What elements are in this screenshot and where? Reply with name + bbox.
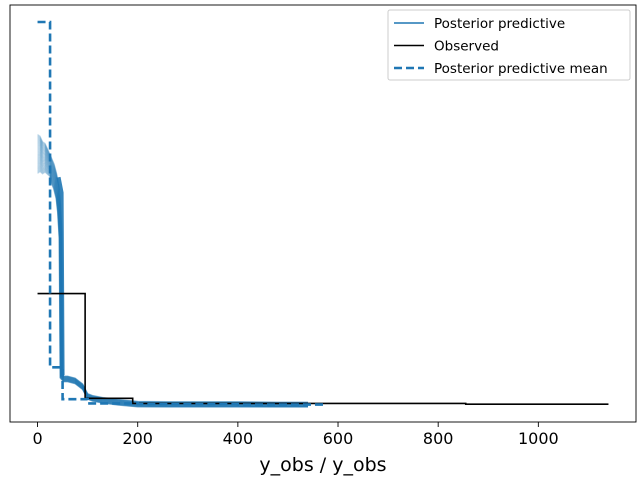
- posterior-predictive-draw: [37, 162, 308, 408]
- legend-box: [387, 9, 631, 81]
- legend-item: Observed: [394, 39, 499, 55]
- posterior-predictive-draw: [37, 169, 308, 408]
- posterior-predictive-draw: [37, 165, 308, 408]
- posterior-predictive-draw: [37, 166, 308, 408]
- posterior-predictive-draw: [37, 138, 308, 404]
- legend-label: Posterior predictive mean: [434, 61, 608, 77]
- posterior-predictive-draw: [37, 139, 308, 404]
- x-tick-label: 1000: [518, 429, 559, 448]
- posterior-predictive-draw: [37, 169, 308, 408]
- posterior-predictive-draw: [37, 161, 308, 407]
- x-axis: 0 200 400 600 800 1000: [32, 422, 559, 448]
- x-tick-label: 600: [323, 429, 354, 448]
- posterior-predictive-draw: [37, 136, 308, 404]
- posterior-predictive-draw: [37, 160, 308, 407]
- legend-label: Observed: [434, 39, 499, 55]
- x-tick-label: 0: [32, 429, 42, 448]
- posterior-predictive-draw: [37, 170, 308, 408]
- observed-line: [37, 292, 609, 405]
- axes-frame: [9, 4, 637, 423]
- legend-label: Posterior predictive: [434, 16, 565, 32]
- posterior-predictive-band-edge: [56, 176, 65, 376]
- posterior-predictive-draw: [37, 168, 308, 408]
- posterior-predictive-draw: [37, 164, 308, 408]
- x-tick-label: 200: [122, 429, 153, 448]
- posterior-predictive-draw: [37, 135, 308, 403]
- x-axis-label: y_obs / y_obs: [259, 454, 386, 476]
- plot-area: [37, 20, 609, 408]
- posterior-predictive-draw: [37, 135, 308, 403]
- legend-items: Posterior predictive Observed Posterior pr…: [394, 16, 608, 77]
- posterior-predictive-draw: [37, 167, 308, 408]
- legend-item: Posterior predictive mean: [394, 61, 608, 77]
- posterior-predictive-draw: [37, 160, 308, 407]
- x-tick-label: 800: [423, 429, 454, 448]
- posterior-predictive-draw: [37, 163, 308, 408]
- posterior-predictive-draw: [37, 137, 308, 404]
- legend-item: Posterior predictive: [394, 16, 565, 32]
- legend: Posterior predictive Observed Posterior pr…: [387, 9, 631, 81]
- posterior-predictive-draw: [37, 134, 308, 403]
- x-tick-label: 400: [223, 429, 254, 448]
- posterior-predictive-mean-line: [37, 20, 326, 406]
